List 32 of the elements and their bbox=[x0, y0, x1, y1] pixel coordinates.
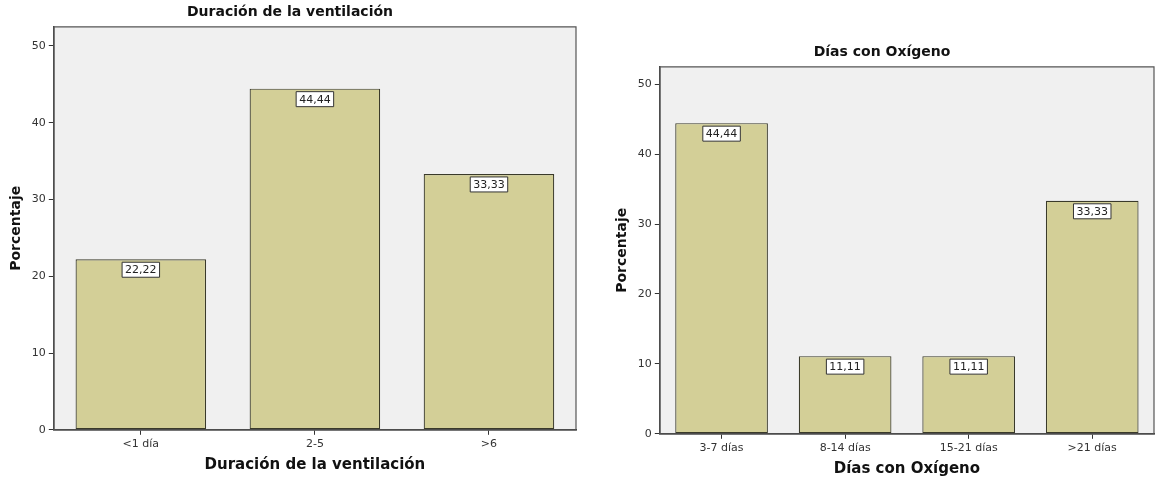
x-tick-label: 2-5 bbox=[305, 437, 324, 451]
y-tick-label: 40 bbox=[637, 147, 652, 161]
chart-title: Días con Oxígeno bbox=[813, 43, 951, 60]
data-label: 33,33 bbox=[473, 177, 505, 191]
x-tick-label: 3-7 días bbox=[699, 441, 744, 455]
y-axis-title: Porcentaje bbox=[613, 207, 630, 293]
y-tick-label: 0 bbox=[644, 426, 652, 440]
y-tick-label: 0 bbox=[38, 422, 46, 436]
y-tick-label: 10 bbox=[637, 356, 652, 370]
data-label: 33,33 bbox=[1076, 204, 1108, 218]
y-tick-label: 50 bbox=[637, 77, 652, 91]
data-label: 22,22 bbox=[125, 263, 157, 277]
x-tick-label: >21 días bbox=[1067, 441, 1118, 455]
x-axis-title: Duración de la ventilación bbox=[204, 454, 426, 473]
x-tick-label: 8-14 días bbox=[819, 441, 871, 455]
y-axis-title: Porcentaje bbox=[7, 185, 24, 271]
y-tick-label: 30 bbox=[637, 216, 652, 230]
data-label: 11,11 bbox=[952, 360, 985, 373]
y-tick-label: 50 bbox=[31, 38, 46, 52]
y-tick-label: 10 bbox=[31, 345, 46, 359]
y-tick-label: 30 bbox=[31, 192, 46, 206]
chart-title: Duración de la ventilación bbox=[186, 3, 394, 20]
y-tick-label: 20 bbox=[637, 286, 652, 300]
x-tick-label: 15-21 días bbox=[939, 441, 998, 455]
data-label: 11,11 bbox=[829, 360, 861, 373]
x-tick-label: >6 bbox=[480, 437, 498, 451]
data-label: 44,44 bbox=[705, 127, 738, 140]
x-axis-title: Días con Oxígeno bbox=[833, 458, 981, 477]
data-label: 44,44 bbox=[299, 92, 331, 106]
y-tick-label: 40 bbox=[31, 115, 46, 129]
x-tick-label: <1 día bbox=[122, 437, 160, 451]
y-tick-label: 20 bbox=[31, 269, 46, 283]
